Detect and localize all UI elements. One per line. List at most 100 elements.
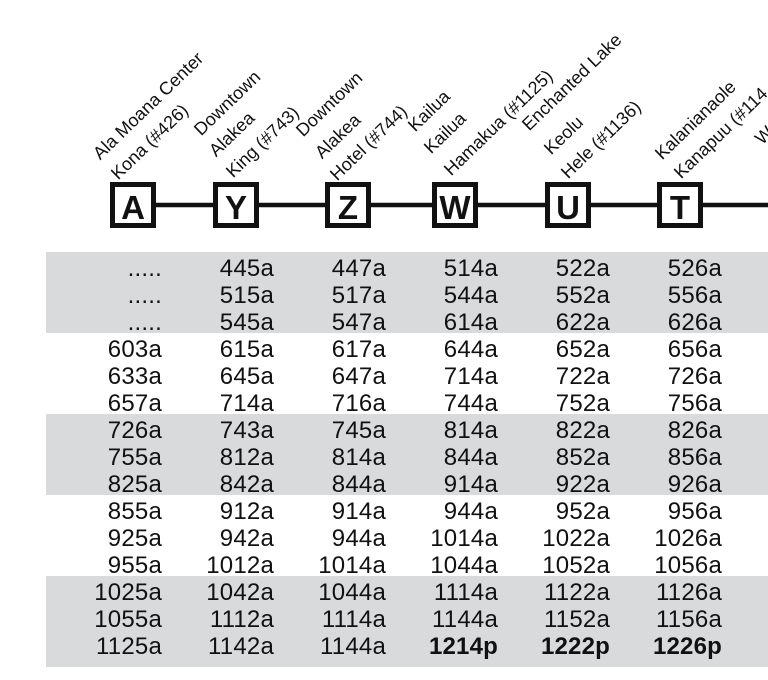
- time-cell: 944a: [331, 525, 386, 552]
- stop-marker-y: Y: [213, 182, 259, 228]
- stop-letter: A: [121, 189, 145, 226]
- time-cell: 855a: [107, 498, 162, 525]
- time-cell: 942a: [219, 525, 274, 552]
- time-cell: 1056a: [654, 552, 722, 579]
- time-cell: 925a: [107, 525, 162, 552]
- stop-box-inner: [437, 187, 473, 223]
- time-cell: 644a: [443, 336, 498, 363]
- stop-marker-t: T: [657, 182, 703, 228]
- time-cell: 926a: [667, 471, 722, 498]
- time-cell: 743a: [219, 417, 274, 444]
- stop-box-inner: [218, 187, 254, 223]
- time-cell: 1122a: [544, 579, 610, 606]
- stop-letter: Z: [338, 189, 358, 226]
- time-cell: 844a: [331, 471, 386, 498]
- time-cell: 716a: [331, 390, 386, 417]
- time-cell: 955a: [107, 552, 162, 579]
- time-cell: 1144a: [320, 633, 386, 660]
- stop-box-inner: [550, 187, 586, 223]
- time-cell: 1044a: [318, 579, 386, 606]
- time-cell: 514a: [443, 255, 498, 282]
- time-cell: 1222p: [540, 633, 610, 660]
- time-cell: 912a: [219, 498, 274, 525]
- time-cell: 756a: [667, 390, 722, 417]
- time-cell: .....: [127, 309, 162, 336]
- time-cell: 842a: [219, 471, 274, 498]
- time-cell: 645a: [219, 363, 274, 390]
- time-cell: 1014a: [430, 525, 498, 552]
- time-cell: 1042a: [206, 579, 274, 606]
- time-cell: 517a: [331, 282, 386, 309]
- time-cell: 914a: [443, 471, 498, 498]
- time-cell: 822a: [555, 417, 610, 444]
- timetable: ..... 445a 447a 514a 522a 526a..... 515a 517a 54…: [0, 252, 768, 680]
- time-cell: 647a: [331, 363, 386, 390]
- time-cell: 755a: [107, 444, 162, 471]
- time-cell: 1022a: [542, 525, 610, 552]
- time-cell: 852a: [555, 444, 610, 471]
- time-cell: 1114a: [433, 579, 498, 606]
- stop-letter: T: [670, 189, 690, 226]
- time-cell: .....: [127, 255, 162, 282]
- time-cell: 726a: [667, 363, 722, 390]
- time-cell: 1114a: [321, 606, 386, 633]
- time-cell: 825a: [107, 471, 162, 498]
- time-cell: 812a: [219, 444, 274, 471]
- time-cell: 814a: [331, 444, 386, 471]
- time-cell: 552a: [555, 282, 610, 309]
- time-cell: 856a: [667, 444, 722, 471]
- time-cell: 656a: [667, 336, 722, 363]
- stop-marker-a: A: [110, 182, 156, 228]
- time-cell: 714a: [219, 390, 274, 417]
- time-cell: 1144a: [432, 606, 498, 633]
- time-cell: 615a: [219, 336, 274, 363]
- time-cell: 633a: [107, 363, 162, 390]
- time-cell: .....: [127, 282, 162, 309]
- stop-box-inner: [662, 187, 698, 223]
- time-cell: 545a: [219, 309, 274, 336]
- time-cell: 1156a: [656, 606, 722, 633]
- stop-marker-w: W: [432, 182, 478, 228]
- time-cell: 522a: [555, 255, 610, 282]
- time-cell: 547a: [331, 309, 386, 336]
- time-cell: 652a: [555, 336, 610, 363]
- time-cell: 1226p: [652, 633, 722, 660]
- time-cell: 1012a: [206, 552, 274, 579]
- time-cell: 1125a: [96, 633, 162, 660]
- time-cell: 922a: [555, 471, 610, 498]
- time-cell: 952a: [555, 498, 610, 525]
- time-cell: 1152a: [544, 606, 610, 633]
- time-cell: 447a: [331, 255, 386, 282]
- stop-letter: W: [439, 189, 471, 226]
- time-cell: 515a: [219, 282, 274, 309]
- time-cell: 603a: [107, 336, 162, 363]
- time-cell: 722a: [555, 363, 610, 390]
- time-cell: 914a: [331, 498, 386, 525]
- shaded-row-group: [46, 252, 768, 333]
- time-cell: 1052a: [542, 552, 610, 579]
- time-cell: 526a: [667, 255, 722, 282]
- time-cell: 556a: [667, 282, 722, 309]
- time-cell: 726a: [107, 417, 162, 444]
- time-cell: 814a: [443, 417, 498, 444]
- time-cell: 622a: [555, 309, 610, 336]
- stop-letter: U: [556, 189, 580, 226]
- time-cell: 1026a: [654, 525, 722, 552]
- time-cell: 657a: [107, 390, 162, 417]
- shaded-row-group: [46, 414, 768, 495]
- time-cell: 1055a: [94, 606, 162, 633]
- time-cell: 714a: [443, 363, 498, 390]
- time-cell: 844a: [443, 444, 498, 471]
- time-cell: 744a: [443, 390, 498, 417]
- stop-box-inner: [330, 187, 366, 223]
- time-cell: 745a: [331, 417, 386, 444]
- time-cell: 1214p: [428, 633, 498, 660]
- time-cell: 1126a: [656, 579, 722, 606]
- stop-marker-z: Z: [325, 182, 371, 228]
- time-cell: 445a: [219, 255, 274, 282]
- time-cell: 1014a: [318, 552, 386, 579]
- stop-marker-u: U: [545, 182, 591, 228]
- time-cell: 1044a: [430, 552, 498, 579]
- time-cell: 1142a: [208, 633, 274, 660]
